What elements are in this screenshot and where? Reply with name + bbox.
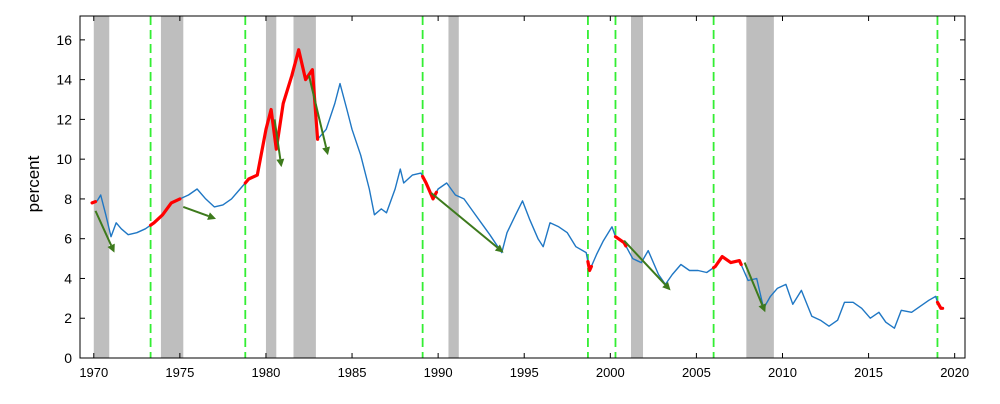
trend-arrow-1 bbox=[182, 205, 209, 218]
recession-band-3 bbox=[293, 16, 316, 358]
y-tick-label: 2 bbox=[64, 310, 72, 326]
trend-arrow-head-2 bbox=[276, 158, 285, 168]
y-tick-label: 10 bbox=[56, 151, 72, 167]
y-axis-ticks: 0 2 4 6 8 10 12 14 16 bbox=[56, 32, 965, 366]
x-tick-label: 1980 bbox=[251, 365, 280, 380]
x-axis-ticks: 1970 1975 1980 1985 1990 1995 2000 2005 2010 2015… bbox=[79, 16, 969, 380]
y-tick-label: 8 bbox=[64, 191, 72, 207]
x-tick-label: 2000 bbox=[596, 365, 625, 380]
y-tick-label: 6 bbox=[64, 231, 72, 247]
x-tick-label: 1990 bbox=[424, 365, 453, 380]
trend-arrow-head-5 bbox=[662, 281, 671, 291]
y-tick-label: 0 bbox=[64, 350, 72, 366]
x-tick-label: 1985 bbox=[338, 365, 367, 380]
x-tick-label: 1995 bbox=[510, 365, 539, 380]
trend-arrow-head-1 bbox=[207, 212, 217, 220]
trend-arrow-head-4 bbox=[494, 244, 504, 253]
highlight-segment-4 bbox=[586, 260, 594, 273]
trend-arrow-head-0 bbox=[107, 243, 115, 253]
highlighted-segments bbox=[90, 48, 945, 310]
highlight-segment-5 bbox=[613, 235, 628, 248]
y-tick-label: 4 bbox=[64, 270, 72, 286]
series-line bbox=[91, 49, 942, 329]
x-tick-label: 1975 bbox=[165, 365, 194, 380]
recession-band-2 bbox=[265, 16, 277, 358]
highlight-segment-7 bbox=[935, 300, 945, 310]
recession-band-0 bbox=[93, 16, 110, 358]
trend-arrow-3 bbox=[308, 75, 328, 148]
plot-frame bbox=[79, 15, 966, 359]
y-tick-label: 12 bbox=[56, 111, 72, 127]
highlight-segment-1 bbox=[149, 197, 182, 227]
x-tick-label: 2015 bbox=[854, 365, 883, 380]
highlight-segment-6 bbox=[711, 255, 743, 270]
recession-band-1 bbox=[160, 16, 184, 358]
y-axis-label: percent bbox=[24, 155, 43, 212]
recession-band-4 bbox=[448, 16, 459, 358]
trend-arrow-4 bbox=[430, 192, 499, 249]
recession-bands bbox=[93, 16, 774, 358]
x-tick-label: 2010 bbox=[768, 365, 797, 380]
series-line-path bbox=[91, 49, 942, 329]
x-tick-label: 1970 bbox=[79, 365, 108, 380]
x-tick-label: 2005 bbox=[682, 365, 711, 380]
recession-band-5 bbox=[630, 16, 644, 358]
highlight-segment-2 bbox=[243, 48, 320, 185]
trend-arrow-6 bbox=[743, 262, 764, 306]
trend-arrow-2 bbox=[273, 119, 282, 160]
trend-arrows bbox=[94, 75, 766, 313]
trend-arrow-0 bbox=[94, 210, 113, 246]
x-tick-label: 2020 bbox=[940, 365, 969, 380]
highlight-segment-0 bbox=[90, 200, 98, 205]
y-tick-label: 14 bbox=[56, 72, 72, 88]
trend-arrow-head-6 bbox=[758, 303, 766, 313]
y-tick-label: 16 bbox=[56, 32, 72, 48]
trend-arrow-head-3 bbox=[322, 146, 330, 156]
trend-arrow-5 bbox=[623, 240, 666, 286]
